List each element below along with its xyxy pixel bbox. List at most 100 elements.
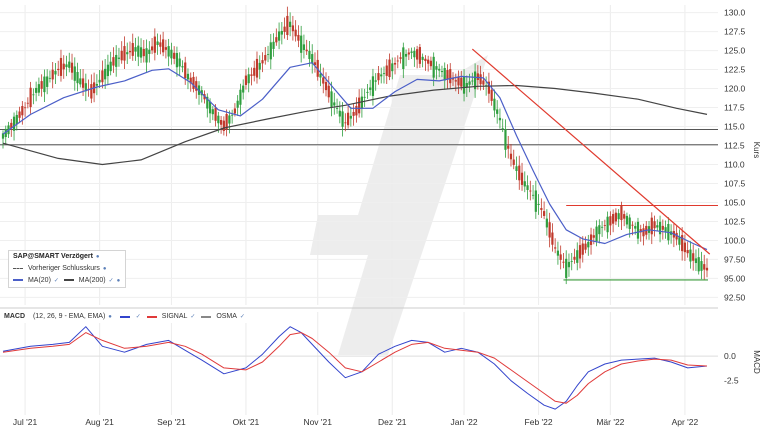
candle-body	[90, 84, 93, 99]
candle-body	[159, 42, 162, 47]
candle-body	[545, 218, 548, 228]
candle-body	[457, 77, 460, 86]
y-tick-label: 115.0	[724, 122, 745, 132]
candle-body	[380, 74, 383, 77]
globe-icon[interactable]: ●	[108, 314, 112, 320]
candle-body	[21, 106, 24, 116]
candle-body	[266, 54, 270, 55]
candle-body	[540, 208, 543, 210]
candle-body	[156, 41, 159, 45]
candle-body	[697, 257, 700, 272]
candle-body	[614, 212, 617, 222]
candle-body	[413, 50, 416, 58]
candle-body	[537, 203, 540, 205]
candle-body	[214, 107, 217, 121]
candle-body	[258, 62, 261, 70]
candle-body	[184, 62, 187, 79]
macd-params: (12, 26, 9 - EMA, EMA)	[32, 313, 106, 320]
candle-body	[126, 52, 129, 55]
candle-body	[493, 98, 496, 111]
candle-body	[700, 261, 703, 271]
candle-body	[520, 172, 524, 185]
candle-body	[473, 71, 477, 90]
candle-body	[606, 216, 609, 233]
check-icon[interactable]: ✓	[239, 314, 245, 320]
candle-body	[70, 62, 74, 73]
candle-body	[692, 253, 695, 261]
candle-body	[681, 235, 684, 252]
candle-body	[81, 78, 85, 88]
candle-body	[344, 122, 347, 124]
candle-body	[551, 232, 554, 245]
candle-body	[109, 61, 112, 72]
candle-body	[490, 89, 493, 101]
candle-body	[515, 166, 518, 171]
candle-body	[313, 62, 317, 66]
check-icon[interactable]: ✓	[135, 314, 141, 320]
candle-body	[220, 120, 223, 125]
candle-body	[509, 153, 513, 160]
candle-body	[4, 128, 7, 138]
y-tick-label: 122.5	[724, 65, 746, 75]
ma20-swatch	[13, 279, 23, 282]
candle-body	[57, 68, 60, 71]
candle-body	[101, 70, 104, 83]
candle-body	[531, 194, 535, 196]
candle-body	[639, 229, 642, 233]
candle-body	[142, 48, 145, 57]
candle-body	[181, 66, 184, 68]
check-icon[interactable]: ✓	[190, 314, 196, 320]
candle-body	[231, 114, 234, 116]
candle-body	[526, 185, 529, 190]
candle-body	[487, 81, 490, 94]
check-icon[interactable]: ✓	[108, 278, 114, 284]
candle-body	[636, 221, 640, 239]
candle-body	[327, 85, 330, 98]
candle-body	[371, 76, 375, 96]
macd-y-tick-label: -2.5	[724, 376, 739, 386]
instrument-title: SAP@SMART Verzögert	[13, 253, 93, 260]
candle-body	[153, 36, 156, 53]
globe-icon[interactable]: ●	[102, 266, 107, 272]
axes: 92.50 95.00 97.50 100.0 102.5 105.0 107.5 110.0…	[13, 8, 761, 427]
candle-body	[175, 53, 179, 68]
candle-body	[440, 70, 444, 73]
x-tick-label: Apr '22	[672, 417, 699, 427]
y-tick-label: 105.0	[724, 197, 746, 207]
candle-body	[40, 81, 43, 89]
y-tick-label: 120.0	[724, 84, 746, 94]
candle-body	[305, 49, 308, 52]
candle-body	[98, 79, 101, 83]
y-tick-label: 95.00	[724, 273, 746, 283]
candle-body	[385, 65, 388, 76]
y-tick-label: 125.0	[724, 46, 746, 56]
candle-body	[498, 117, 502, 121]
candle-body	[388, 59, 391, 78]
candle-body	[242, 85, 245, 93]
candle-body	[341, 111, 344, 127]
candle-body	[567, 261, 571, 268]
candle-body	[338, 110, 341, 117]
check-icon[interactable]: ✓	[53, 278, 59, 284]
candle-body	[623, 214, 626, 219]
candle-body	[496, 109, 499, 114]
y-tick-label: 127.5	[724, 27, 746, 37]
candle-body	[104, 68, 107, 80]
candle-body	[186, 73, 190, 80]
globe-icon[interactable]: ●	[116, 278, 121, 284]
candle-body	[625, 215, 629, 225]
y-tick-label: 112.5	[724, 141, 745, 151]
candle-body	[48, 77, 52, 79]
price-legend: SAP@SMART Verzögert ● Vorheriger Schluss…	[8, 250, 126, 288]
globe-icon[interactable]: ●	[95, 254, 100, 260]
candle-body	[581, 243, 584, 255]
candle-body	[570, 261, 573, 262]
candle-body	[247, 74, 250, 84]
candle-body	[1, 133, 5, 139]
candle-body	[18, 111, 21, 118]
y-tick-label: 110.0	[724, 159, 745, 169]
candle-body	[233, 108, 237, 114]
candle-body	[501, 128, 504, 129]
